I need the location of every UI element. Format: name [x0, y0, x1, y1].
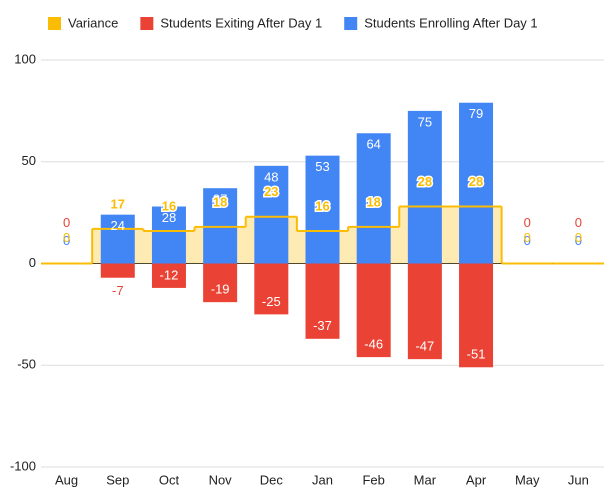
- legend-label: Students Exiting After Day 1: [160, 15, 322, 30]
- y-tick-label: -100: [10, 458, 36, 473]
- bar: [459, 263, 494, 368]
- data-label: 79: [469, 106, 483, 121]
- bar: [459, 102, 494, 264]
- data-label: 28: [418, 174, 432, 189]
- data-label: -51: [467, 347, 486, 362]
- x-tick-label: Oct: [159, 472, 180, 487]
- y-tick-label: 50: [22, 153, 36, 168]
- x-tick-label: Apr: [466, 472, 487, 487]
- x-tick-label: May: [515, 472, 540, 487]
- bar: [100, 263, 135, 278]
- bar: [407, 110, 442, 264]
- bar: [254, 165, 289, 264]
- data-label: 75: [418, 114, 432, 129]
- legend-label: Students Enrolling After Day 1: [364, 15, 537, 30]
- data-label: 0: [63, 230, 70, 245]
- data-label: 53: [315, 159, 329, 174]
- data-label: 23: [264, 184, 278, 199]
- y-tick-label: 0: [29, 255, 36, 270]
- data-label: 48: [264, 169, 278, 184]
- data-label: -25: [262, 294, 281, 309]
- y-tick-label: 100: [14, 51, 36, 66]
- bar: [356, 133, 391, 264]
- data-label: 17: [111, 196, 125, 211]
- data-label: -46: [364, 337, 383, 352]
- legend-swatch: [344, 17, 358, 30]
- bar: [254, 263, 289, 315]
- x-tick-label: Sep: [106, 472, 129, 487]
- x-tick-label: Mar: [414, 472, 437, 487]
- data-label: 28: [469, 174, 483, 189]
- bar: [100, 214, 135, 264]
- data-label: 0: [524, 233, 531, 248]
- data-label: 0: [63, 233, 70, 248]
- legend-label: Variance: [68, 15, 118, 30]
- legend-swatch: [140, 17, 154, 30]
- x-tick-label: Feb: [362, 472, 384, 487]
- data-label: -19: [211, 282, 230, 297]
- data-label: -12: [160, 267, 179, 282]
- data-label: 0: [575, 215, 582, 230]
- data-label: -37: [313, 318, 332, 333]
- bar: [151, 206, 186, 264]
- bar: [407, 263, 442, 360]
- x-tick-label: Nov: [209, 472, 233, 487]
- data-label: 0: [63, 215, 70, 230]
- bar: [356, 263, 391, 358]
- data-label: 28: [162, 210, 176, 225]
- bar: [203, 188, 238, 264]
- legend-swatch: [48, 17, 61, 30]
- data-label: -47: [415, 339, 434, 354]
- data-label: 0: [524, 215, 531, 230]
- y-tick-label: -50: [17, 357, 36, 372]
- data-label: 18: [213, 194, 227, 209]
- bar: [151, 263, 186, 288]
- x-tick-label: Jun: [568, 472, 589, 487]
- bar: [305, 155, 340, 264]
- data-label: 37: [213, 192, 227, 207]
- data-label: 16: [315, 198, 329, 213]
- bar: [305, 263, 340, 339]
- data-label: 0: [575, 233, 582, 248]
- data-label: 24: [111, 218, 125, 233]
- data-label: 18: [366, 194, 380, 209]
- data-label: 64: [366, 137, 380, 152]
- data-label: 0: [575, 230, 582, 245]
- data-label: 0: [524, 230, 531, 245]
- x-tick-label: Dec: [260, 472, 284, 487]
- x-tick-label: Jan: [312, 472, 333, 487]
- bar: [203, 263, 238, 303]
- data-label: -7: [112, 283, 124, 298]
- x-tick-label: Aug: [55, 472, 78, 487]
- data-label: 16: [162, 198, 176, 213]
